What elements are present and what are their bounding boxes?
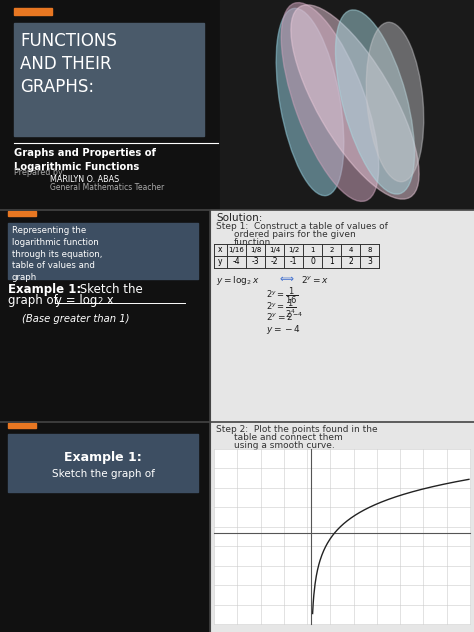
Bar [210,210,474,422]
Text: MARILYN O. ABAS: MARILYN O. ABAS [50,175,119,184]
Text: y: y [218,257,223,267]
Text: $y = -4$: $y = -4$ [266,323,301,336]
Bar [8,434,198,492]
Text: -2: -2 [271,257,278,267]
Bar [8,211,36,216]
Text: 4: 4 [348,247,353,253]
Ellipse shape [291,5,419,199]
Bar [8,223,198,279]
Text: Sketch the graph of: Sketch the graph of [52,469,155,479]
Bar [214,449,470,624]
Text: y = log: y = log [55,294,97,307]
Ellipse shape [276,8,344,196]
Text: Sketch the: Sketch the [76,283,143,296]
Text: Example 1:: Example 1: [64,451,142,463]
Text: $2^y = \dfrac{1}{2^4}$: $2^y = \dfrac{1}{2^4}$ [266,298,297,320]
Text: $2^y = x$: $2^y = x$ [301,274,329,285]
Bar [0,422,474,632]
Text: graph of: graph of [8,294,65,307]
Bar [0,0,474,210]
Ellipse shape [336,10,414,194]
Text: -4: -4 [233,257,240,267]
Bar [210,422,474,632]
Text: $\Longleftrightarrow$: $\Longleftrightarrow$ [278,274,295,284]
Text: $y = \log_2 x$: $y = \log_2 x$ [216,274,260,287]
Text: -1: -1 [290,257,297,267]
Text: using a smooth curve.: using a smooth curve. [234,441,335,450]
Text: $2^y = \dfrac{1}{16}$: $2^y = \dfrac{1}{16}$ [266,285,298,306]
Text: 2: 2 [97,297,102,306]
Text: 2: 2 [329,247,334,253]
Text: 1/8: 1/8 [250,247,261,253]
Bar [14,8,52,15]
Text: (Base greater than 1): (Base greater than 1) [22,314,129,324]
Text: Step 1:  Construct a table of values of: Step 1: Construct a table of values of [216,222,388,231]
Text: Representing the
logarithmic function
through its equation,
table of values and
: Representing the logarithmic function th… [12,226,102,283]
Text: 1: 1 [310,247,315,253]
Text: function.: function. [234,238,274,247]
Text: Prepared by:: Prepared by: [14,168,65,177]
Text: x: x [218,245,223,255]
Text: General Mathematics Teacher: General Mathematics Teacher [50,183,164,192]
Text: 2: 2 [348,257,353,267]
Text: Example 1:: Example 1: [8,283,81,296]
Ellipse shape [281,3,379,202]
Ellipse shape [366,22,424,182]
Text: $2^y = 2^{-4}$: $2^y = 2^{-4}$ [266,311,303,324]
Bar [0,210,474,422]
Text: table and connect them: table and connect them [234,433,343,442]
Bar [14,23,204,136]
Text: 3: 3 [367,257,372,267]
Text: Step 2:  Plot the points found in the: Step 2: Plot the points found in the [216,425,378,434]
Text: ordered pairs for the given: ordered pairs for the given [234,230,356,239]
Text: Solution:: Solution: [216,213,263,223]
Text: -3: -3 [252,257,259,267]
Text: 1: 1 [329,257,334,267]
Text: 0: 0 [310,257,315,267]
Text: 1/4: 1/4 [269,247,280,253]
Text: Graphs and Properties of
Logarithmic Functions: Graphs and Properties of Logarithmic Fun… [14,148,156,172]
Text: FUNCTIONS
AND THEIR
GRAPHS:: FUNCTIONS AND THEIR GRAPHS: [20,32,117,96]
Text: 8: 8 [367,247,372,253]
Text: x.: x. [103,294,118,307]
Bar [8,423,36,428]
Text: 1/2: 1/2 [288,247,299,253]
Bar [220,0,474,210]
Text: 1/16: 1/16 [228,247,245,253]
